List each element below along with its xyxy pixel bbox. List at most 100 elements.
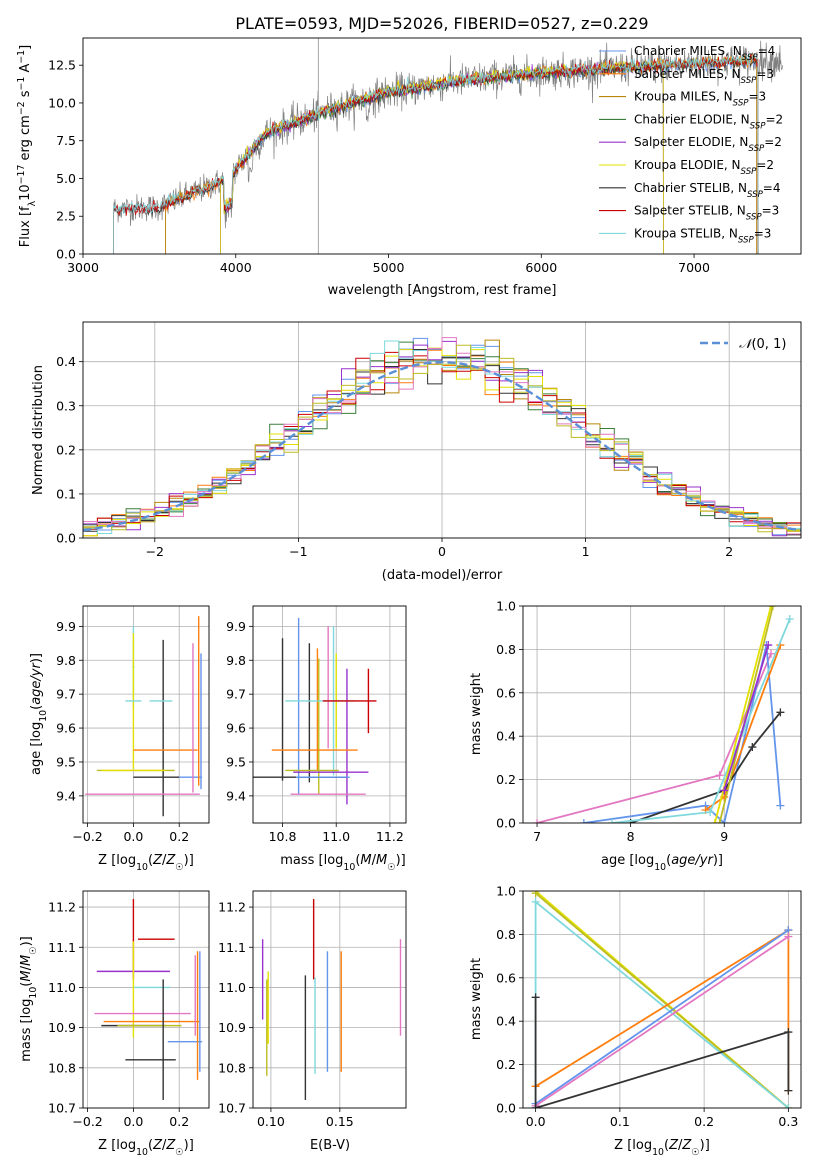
y-tick-label: 12.5 xyxy=(48,58,76,73)
weight-line xyxy=(630,711,782,823)
y-tick-label: 9.5 xyxy=(56,754,76,769)
x-tick-label: 0.0 xyxy=(123,1114,143,1129)
x-tick-label: 6000 xyxy=(525,260,557,275)
plot-area-weight-vs-age xyxy=(523,606,801,823)
y-tick-label: 9.8 xyxy=(56,653,76,668)
legend-entry: Salpeter ELODIE, NSSP=2 xyxy=(634,135,782,154)
y-tick-label: 5.0 xyxy=(56,171,76,186)
model-fit-line xyxy=(113,53,759,254)
weight-marker xyxy=(531,891,540,898)
y-tick-label: 9.6 xyxy=(226,721,246,736)
weight-line xyxy=(535,892,789,1108)
x-tick-label: 0.10 xyxy=(257,1114,285,1129)
y-tick-label: 10.9 xyxy=(48,1020,76,1035)
axes-frame xyxy=(82,37,802,255)
y-tick-label: 2.5 xyxy=(56,209,76,224)
weight-marker xyxy=(764,641,773,650)
x-tick-label: −2 xyxy=(146,544,164,559)
y-tick-label: 9.6 xyxy=(56,721,76,736)
y-tick-label: 10.8 xyxy=(218,1060,246,1075)
y-tick-label: 0.8 xyxy=(496,642,516,657)
x-tick-label: 0.2 xyxy=(169,829,189,844)
plot-area-mass-vs-Z xyxy=(83,891,209,1108)
y-tick-label: 7.5 xyxy=(56,133,76,148)
y-tick-label: 0.6 xyxy=(496,685,516,700)
x-tick-label: 7000 xyxy=(678,260,710,275)
y-axis-label: mass weight xyxy=(469,673,484,755)
weight-line xyxy=(535,929,789,1105)
weight-marker xyxy=(784,1104,793,1108)
y-tick-label: 11.1 xyxy=(218,940,246,955)
y-tick-label: 0.2 xyxy=(496,772,516,787)
y-axis-label: Normed distribution xyxy=(31,365,46,495)
axes-mass-vs-ebv: 0.10 0.15 10.7 10.8 10.9 11.0 11.1 11.2 E(B-V) xyxy=(218,890,407,1153)
weight-marker xyxy=(607,819,616,823)
x-tick-label: −1 xyxy=(289,544,307,559)
plot-area-mass-vs-ebv xyxy=(253,891,406,1108)
y-axis-label: Flux [fλ10−17 erg cm−2 s−1 A−1] xyxy=(16,45,38,247)
legend-entry: Salpeter STELIB, NSSP=3 xyxy=(634,204,779,223)
y-tick-label: 9.4 xyxy=(226,788,246,803)
weight-line xyxy=(535,935,789,1107)
y-tick-label: 10.8 xyxy=(48,1060,76,1075)
legend-entry: Kroupa ELODIE, NSSP=2 xyxy=(634,158,774,177)
x-tick-label: 3000 xyxy=(67,260,99,275)
y-tick-label: 0.4 xyxy=(56,354,76,369)
x-tick-label: 2 xyxy=(725,544,733,559)
axis-label-age: age [log10(age/yr)] xyxy=(29,653,49,775)
y-tick-label: 9.8 xyxy=(226,653,246,668)
y-tick-label: 1.0 xyxy=(496,884,516,899)
weight-marker xyxy=(785,615,794,624)
y-tick-label: 9.9 xyxy=(226,619,246,634)
y-tick-label: 0.2 xyxy=(56,442,76,457)
x-tick-label: 0.3 xyxy=(778,1114,798,1129)
axes-age-vs-mass: 10.8 11.0 11.2 9.4 9.5 9.6 9.7 9.8 9.9 mass [log1… xyxy=(226,605,407,873)
axes-weight-vs-age: 7 8 9 0.0 0.2 0.4 0.6 0.8 1.0 age [log10(age/yr)]… xyxy=(469,599,802,873)
y-tick-label: 10.0 xyxy=(48,95,76,110)
plot-area-residuals xyxy=(83,322,801,538)
y-tick-label: 9.9 xyxy=(56,619,76,634)
legend-entry: Chabrier ELODIE, NSSP=2 xyxy=(634,112,783,131)
axes-spectrum: 3000 4000 5000 6000 7000 0.0 2.5 5.0 7.5 10.0 12.5… xyxy=(16,37,802,298)
x-tick-label: 5000 xyxy=(373,260,405,275)
y-tick-label: 9.7 xyxy=(226,687,246,702)
plot-area-age-vs-Z xyxy=(83,606,209,823)
x-tick-label: 0.0 xyxy=(526,1114,546,1129)
plot-area-weight-vs-Z xyxy=(523,891,801,1108)
axes-frame xyxy=(82,605,210,824)
legend-entry: Chabrier STELIB, NSSP=4 xyxy=(634,181,781,200)
weight-marker xyxy=(715,819,724,823)
weight-line xyxy=(611,618,791,823)
weight-marker xyxy=(784,1086,793,1095)
legend-entry: Kroupa MILES, NSSP=3 xyxy=(634,90,766,109)
x-tick-label: 4000 xyxy=(220,260,252,275)
x-tick-label: 0.2 xyxy=(694,1114,714,1129)
model-fit-line xyxy=(113,54,759,254)
y-axis-label: mass [log10(M/M☉)] xyxy=(19,936,39,1062)
x-axis-label: mass [log10(M/M☉)] xyxy=(280,853,406,873)
y-tick-label: 0.0 xyxy=(56,247,76,262)
weight-marker xyxy=(767,606,776,610)
weight-marker xyxy=(748,743,757,752)
y-tick-label: 0.1 xyxy=(56,486,76,501)
weight-marker xyxy=(531,993,540,1002)
x-tick-label: 0.2 xyxy=(169,1114,189,1129)
weight-line xyxy=(723,644,770,791)
weight-line xyxy=(535,928,790,1091)
axes-frame xyxy=(252,605,407,824)
axes-frame xyxy=(522,605,802,824)
y-tick-label: 10.7 xyxy=(48,1101,76,1116)
x-tick-label: 10.8 xyxy=(269,829,297,844)
weight-marker xyxy=(533,819,542,823)
axes-frame xyxy=(522,890,802,1109)
weight-line xyxy=(718,606,774,823)
legend-entry: Kroupa STELIB, NSSP=3 xyxy=(634,226,771,245)
plot-area-spectrum xyxy=(113,38,784,254)
legend: Chabrier MILES, NSSP=4 Salpeter MILES, NS… xyxy=(599,44,783,245)
y-axis-label: mass weight xyxy=(469,958,484,1040)
weight-marker xyxy=(784,932,793,941)
legend-entry: Chabrier MILES, NSSP=4 xyxy=(634,44,775,63)
x-axis-label: E(B-V) xyxy=(310,1138,350,1153)
y-tick-label: 0.0 xyxy=(496,1101,516,1116)
y-tick-label: 0.4 xyxy=(496,1014,516,1029)
